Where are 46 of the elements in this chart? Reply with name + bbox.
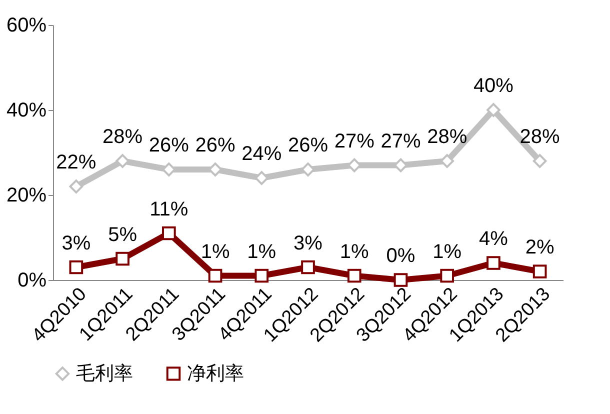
data-label: 28% bbox=[520, 126, 560, 148]
data-label: 1% bbox=[432, 240, 462, 263]
legend-label: 净利率 bbox=[187, 362, 244, 385]
point bbox=[116, 252, 130, 266]
point bbox=[486, 103, 500, 117]
point bbox=[440, 268, 454, 283]
data-label: 11% bbox=[150, 198, 188, 220]
point bbox=[208, 268, 222, 283]
point bbox=[116, 154, 130, 168]
data-label: 4% bbox=[479, 228, 508, 250]
point bbox=[301, 260, 315, 274]
data-label: 1% bbox=[200, 240, 230, 263]
point bbox=[394, 273, 408, 287]
y-tick-label: 0% bbox=[18, 270, 47, 292]
data-label: 22% bbox=[56, 152, 96, 174]
data-label: 26% bbox=[195, 134, 236, 156]
data-label: 24% bbox=[242, 143, 282, 165]
data-label: 26% bbox=[148, 134, 190, 156]
data-label: 3% bbox=[62, 232, 91, 254]
point bbox=[254, 171, 269, 185]
point bbox=[69, 180, 84, 194]
data-label: 1% bbox=[247, 240, 276, 263]
point bbox=[532, 154, 547, 168]
data-label: 27% bbox=[380, 130, 421, 152]
point bbox=[486, 256, 500, 270]
data-label: 26% bbox=[288, 134, 328, 156]
point bbox=[532, 264, 547, 278]
point bbox=[347, 268, 362, 283]
data-label: 27% bbox=[334, 130, 375, 152]
point bbox=[440, 154, 454, 168]
data-label: 28% bbox=[102, 126, 143, 148]
point bbox=[301, 162, 315, 176]
point bbox=[162, 226, 176, 240]
data-label: 5% bbox=[108, 224, 138, 246]
data-label: 2% bbox=[525, 236, 554, 258]
point bbox=[69, 260, 84, 274]
data-label: 28% bbox=[427, 126, 468, 148]
data-label: 40% bbox=[473, 75, 514, 97]
data-label: 3% bbox=[294, 232, 323, 254]
y-tick-label: 60% bbox=[6, 14, 47, 36]
point bbox=[254, 268, 269, 283]
data-label: 0% bbox=[386, 245, 416, 267]
y-tick-label: 20% bbox=[6, 184, 47, 206]
y-tick-label: 40% bbox=[6, 100, 47, 122]
data-label: 1% bbox=[340, 240, 370, 263]
legend-label: 毛利率 bbox=[76, 362, 133, 385]
